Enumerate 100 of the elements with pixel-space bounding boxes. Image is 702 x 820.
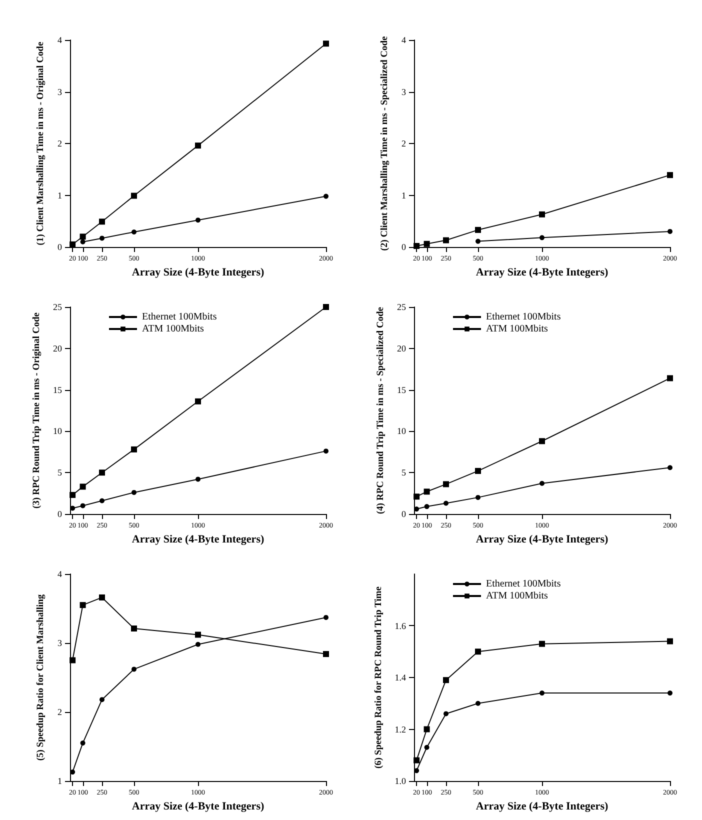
y-tick-label: 1.4 bbox=[394, 672, 406, 682]
point bbox=[444, 500, 448, 506]
point bbox=[80, 484, 86, 490]
y-tick-label: 4 bbox=[58, 569, 62, 579]
legend-label: Ethernet 100Mbits bbox=[486, 312, 561, 322]
legend-label: ATM 100Mbits bbox=[486, 590, 548, 602]
point bbox=[476, 238, 480, 244]
point bbox=[444, 711, 448, 716]
x-axis-title: Array Size (4-Byte Integers) bbox=[476, 534, 608, 546]
y-tick-label: 2 bbox=[402, 138, 406, 148]
point bbox=[668, 690, 672, 696]
y-tick-label: 15 bbox=[53, 384, 62, 395]
x-axis-title: Array Size (4-Byte Integers) bbox=[476, 266, 608, 278]
point bbox=[668, 228, 672, 234]
point bbox=[195, 142, 201, 149]
point bbox=[540, 480, 544, 486]
point bbox=[324, 194, 328, 199]
point bbox=[414, 242, 420, 249]
point bbox=[667, 638, 673, 644]
point bbox=[324, 614, 328, 620]
point bbox=[131, 192, 137, 199]
point bbox=[132, 229, 136, 234]
point bbox=[131, 446, 137, 452]
y-tick-label: 20 bbox=[397, 343, 406, 354]
point bbox=[80, 503, 86, 508]
y-tick-label: 10 bbox=[397, 426, 406, 436]
y-tick-label: 0 bbox=[402, 242, 406, 252]
point bbox=[99, 594, 105, 600]
point bbox=[324, 448, 328, 454]
point bbox=[196, 642, 200, 647]
point bbox=[475, 468, 481, 474]
y-tick-label: 0 bbox=[58, 509, 62, 519]
y-axis-title: (5) Speedup Ratio for Client Marshalling bbox=[36, 594, 46, 761]
y-axis-title: (6) Speedup Ratio for RPC Round Trip Time bbox=[374, 586, 384, 769]
point bbox=[443, 677, 449, 684]
point bbox=[132, 490, 136, 495]
point bbox=[414, 494, 420, 500]
y-tick-label: 25 bbox=[397, 302, 406, 312]
point bbox=[99, 470, 105, 476]
point bbox=[80, 602, 86, 608]
point bbox=[100, 236, 104, 241]
point bbox=[80, 740, 86, 746]
legend-label: Ethernet 100Mbits bbox=[142, 312, 217, 322]
point bbox=[100, 697, 104, 702]
y-tick-label: 1.2 bbox=[394, 724, 406, 734]
point bbox=[132, 666, 136, 672]
legend-label: Ethernet 100Mbits bbox=[486, 578, 561, 590]
point bbox=[476, 494, 480, 500]
point bbox=[70, 492, 76, 498]
point bbox=[539, 211, 545, 218]
point bbox=[443, 481, 449, 488]
point bbox=[70, 241, 76, 248]
y-tick-label: 4 bbox=[58, 35, 62, 45]
x-axis-title: Array Size (4-Byte Integers) bbox=[132, 266, 264, 278]
point bbox=[475, 648, 481, 655]
point bbox=[424, 504, 430, 510]
y-tick-label: 3 bbox=[58, 638, 62, 648]
point bbox=[667, 172, 673, 178]
point bbox=[540, 690, 544, 696]
point bbox=[539, 438, 545, 444]
point bbox=[539, 640, 545, 647]
point bbox=[414, 757, 420, 764]
point bbox=[100, 498, 104, 504]
point bbox=[131, 626, 137, 632]
y-axis-title: (1) Client Marshalling Time in ms - Original Code bbox=[36, 42, 46, 246]
point bbox=[475, 226, 481, 233]
y-tick-label: 10 bbox=[53, 426, 62, 436]
y-tick-label: 1 bbox=[402, 190, 406, 200]
y-tick-label: 5 bbox=[402, 468, 406, 478]
legend-label: ATM 100Mbits bbox=[486, 324, 548, 334]
x-axis-title: Array Size (4-Byte Integers) bbox=[132, 800, 264, 812]
y-axis-title: (2) Client Marshalling Time in ms - Specialized Code bbox=[380, 36, 390, 251]
y-tick-label: 1 bbox=[58, 190, 62, 200]
y-tick-label: 2 bbox=[58, 138, 62, 148]
y-tick-label: 2 bbox=[58, 707, 62, 717]
point bbox=[196, 218, 200, 223]
point bbox=[323, 40, 329, 47]
y-tick-label: 1 bbox=[58, 776, 62, 786]
y-tick-label: 1.0 bbox=[394, 776, 406, 786]
y-tick-label: 20 bbox=[53, 343, 62, 354]
y-tick-label: 4 bbox=[402, 35, 406, 45]
point bbox=[668, 465, 672, 470]
point bbox=[540, 235, 544, 240]
y-tick-label: 3 bbox=[402, 86, 406, 97]
y-tick-label: 0 bbox=[58, 242, 62, 252]
point bbox=[667, 375, 673, 382]
x-axis-title: Array Size (4-Byte Integers) bbox=[132, 534, 264, 546]
y-tick-label: 15 bbox=[397, 384, 406, 395]
point bbox=[476, 700, 480, 706]
point bbox=[424, 744, 430, 750]
y-tick-label: 3 bbox=[58, 86, 62, 97]
y-axis-title: (4) RPC Round Trip Time in ms - Specialized Code bbox=[376, 307, 386, 514]
point bbox=[195, 632, 201, 638]
point bbox=[80, 239, 86, 244]
y-tick-label: 1.6 bbox=[394, 620, 406, 631]
y-tick-label: 5 bbox=[58, 468, 62, 478]
point bbox=[323, 651, 329, 658]
point bbox=[424, 726, 430, 732]
point bbox=[70, 657, 76, 664]
y-axis-title: (3) RPC Round Trip Time in ms - Original Code bbox=[32, 312, 42, 508]
